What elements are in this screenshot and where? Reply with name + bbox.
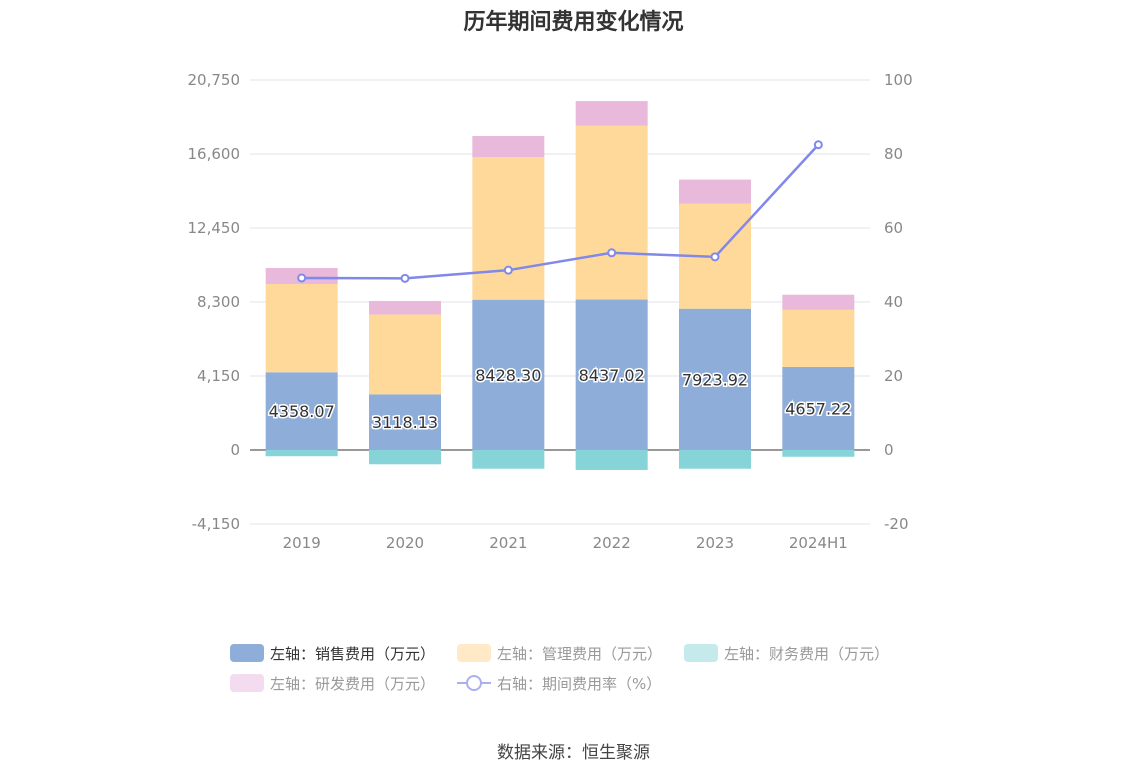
bar-sales bbox=[472, 299, 545, 450]
rate-point bbox=[503, 265, 513, 275]
bar-rnd bbox=[369, 300, 441, 315]
bar-finance bbox=[782, 450, 855, 457]
bar-admin bbox=[472, 157, 545, 300]
bar-admin bbox=[782, 309, 855, 367]
legend-label-rate: 右轴：期间费用率（%） bbox=[497, 674, 662, 693]
legend-swatch-rnd bbox=[230, 674, 264, 692]
bar-rnd bbox=[679, 179, 751, 204]
legend-swatch-admin bbox=[457, 644, 492, 662]
left-tick-label: 8,300 bbox=[197, 293, 240, 311]
bar-finance bbox=[369, 450, 441, 465]
legend-label-rnd: 左轴：研发费用（万元） bbox=[270, 674, 436, 693]
legend-swatch-finance bbox=[684, 644, 719, 662]
rate-point bbox=[710, 252, 720, 262]
legend-label-finance: 左轴：财务费用（万元） bbox=[724, 644, 890, 663]
bar-data-label: 4657.22 bbox=[785, 399, 851, 418]
bar-data-label: 3118.13 bbox=[372, 413, 438, 432]
left-tick-label: -4,150 bbox=[192, 515, 240, 533]
legend-label-sales: 左轴：销售费用（万元） bbox=[270, 644, 436, 663]
legend-row-2: 左轴：研发费用（万元） 右轴：期间费用率（%） bbox=[230, 668, 930, 698]
rate-line bbox=[301, 143, 820, 280]
legend: 左轴：销售费用（万元） 左轴：管理费用（万元） 左轴：财务费用（万元） 左轴：研… bbox=[230, 638, 930, 698]
right-tick-label: 100 bbox=[884, 71, 913, 89]
bar-sales bbox=[782, 366, 855, 450]
x-tick-label: 2022 bbox=[593, 534, 631, 552]
left-tick-label: 12,450 bbox=[188, 219, 241, 237]
legend-item-rnd[interactable]: 左轴：研发费用（万元） bbox=[230, 673, 435, 694]
right-tick-label: 80 bbox=[884, 145, 903, 163]
rate-point bbox=[813, 140, 823, 150]
left-tick-label: 16,600 bbox=[188, 145, 241, 163]
x-tick-label: 2020 bbox=[386, 534, 424, 552]
bar-data-label: 8437.02 bbox=[579, 366, 645, 385]
rate-point bbox=[607, 248, 617, 258]
bar-finance bbox=[265, 450, 338, 457]
data-source: 数据来源：恒生聚源 bbox=[497, 743, 650, 763]
bar-data-label: 4358.07 bbox=[269, 402, 335, 421]
bar-data-label: 8428.30 bbox=[475, 366, 541, 385]
chart-svg: -4,150 0 4,150 8,300 12,450 16,600 20,750 -20 0 2… bbox=[188, 71, 913, 552]
left-tick-label: 20,750 bbox=[188, 71, 241, 89]
rate-point bbox=[400, 273, 410, 283]
bar-rnd bbox=[782, 294, 855, 310]
right-tick-label: 20 bbox=[884, 367, 903, 385]
x-tick-label: 2019 bbox=[283, 534, 321, 552]
legend-item-finance[interactable]: 左轴：财务费用（万元） bbox=[684, 643, 889, 664]
bar-admin bbox=[575, 125, 648, 300]
bar-sales bbox=[679, 308, 751, 450]
bar-sales bbox=[369, 394, 441, 450]
x-tick-label: 2023 bbox=[696, 534, 734, 552]
legend-row-1: 左轴：销售费用（万元） 左轴：管理费用（万元） 左轴：财务费用（万元） bbox=[230, 638, 930, 668]
bar-rnd bbox=[472, 136, 545, 158]
bar-finance bbox=[575, 450, 648, 470]
bar-data-label: 7923.92 bbox=[682, 370, 748, 389]
bar-sales bbox=[265, 372, 338, 450]
bar-finance bbox=[679, 450, 751, 469]
legend-item-rate[interactable]: 右轴：期间费用率（%） bbox=[457, 673, 661, 694]
legend-item-sales[interactable]: 左轴：销售费用（万元） bbox=[230, 643, 435, 664]
rate-point bbox=[297, 273, 307, 283]
legend-item-admin[interactable]: 左轴：管理费用（万元） bbox=[457, 643, 662, 664]
left-tick-label: 0 bbox=[230, 441, 240, 459]
x-tick-label: 2021 bbox=[489, 534, 527, 552]
right-tick-label: 0 bbox=[884, 441, 894, 459]
bar-admin bbox=[369, 314, 441, 395]
bar-sales bbox=[575, 299, 648, 450]
bar-rnd bbox=[575, 101, 648, 126]
legend-label-admin: 左轴：管理费用（万元） bbox=[497, 644, 663, 663]
right-tick-label: 40 bbox=[884, 293, 903, 311]
bar-admin bbox=[265, 284, 338, 373]
right-tick-label: -20 bbox=[884, 515, 909, 533]
left-tick-label: 4,150 bbox=[197, 367, 240, 385]
x-tick-label: 2024H1 bbox=[789, 534, 848, 552]
bar-finance bbox=[472, 450, 545, 469]
right-tick-label: 60 bbox=[884, 219, 903, 237]
legend-swatch-sales bbox=[230, 644, 264, 662]
legend-line-icon bbox=[457, 674, 492, 692]
chart-title: 历年期间费用变化情况 bbox=[463, 10, 684, 35]
